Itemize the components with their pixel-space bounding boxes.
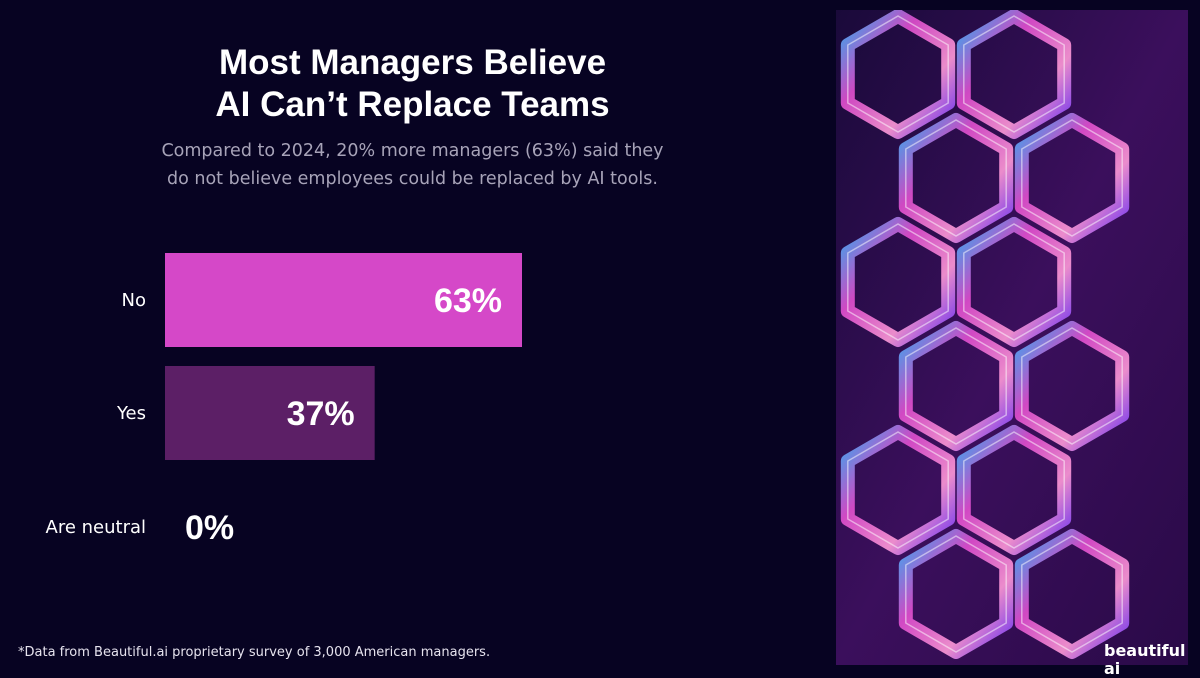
title-line-1: Most Managers Believe: [218, 43, 607, 82]
abstract-hexagon-image: [836, 10, 1188, 665]
hexagon-shape: [847, 223, 949, 341]
bar-chart: No 63% Yes 37% Are neutral 0%: [46, 253, 522, 547]
data-label: 63%: [434, 282, 502, 320]
hexagon-shape: [1021, 119, 1123, 237]
title-line-2: AI Can’t Replace Teams: [215, 85, 610, 124]
hexagon-shape: [963, 223, 1065, 341]
category-label: Are neutral: [46, 517, 147, 538]
subtitle: Compared to 2024, 20% more managers (63%…: [120, 137, 705, 193]
data-label: 0%: [185, 509, 234, 547]
bar-yes: [165, 366, 375, 460]
subtitle-line-1: Compared to 2024, 20% more managers (63%…: [161, 141, 664, 161]
hexagon-shape: [847, 15, 949, 133]
hexagon-shape: [963, 15, 1065, 133]
hexagon-shape: [905, 327, 1007, 445]
category-label: No: [122, 290, 146, 311]
hexagon-shape: [963, 431, 1065, 549]
subtitle-line-2: do not believe employees could be replac…: [167, 169, 658, 189]
hexagon-shape: [847, 431, 949, 549]
hexagon-shape: [1021, 535, 1123, 653]
hexagon-shape: [905, 119, 1007, 237]
page-title: Most Managers Believe AI Can’t Replace T…: [90, 42, 735, 126]
beautiful-ai-logo: beautiful ai: [1104, 641, 1186, 678]
category-label: Yes: [116, 403, 146, 424]
data-label: 37%: [287, 395, 355, 433]
hexagon-shape: [1021, 327, 1123, 445]
footnote: *Data from Beautiful.ai proprietary surv…: [18, 645, 491, 660]
bar-no: [165, 253, 522, 347]
hexagon-shape: [905, 535, 1007, 653]
